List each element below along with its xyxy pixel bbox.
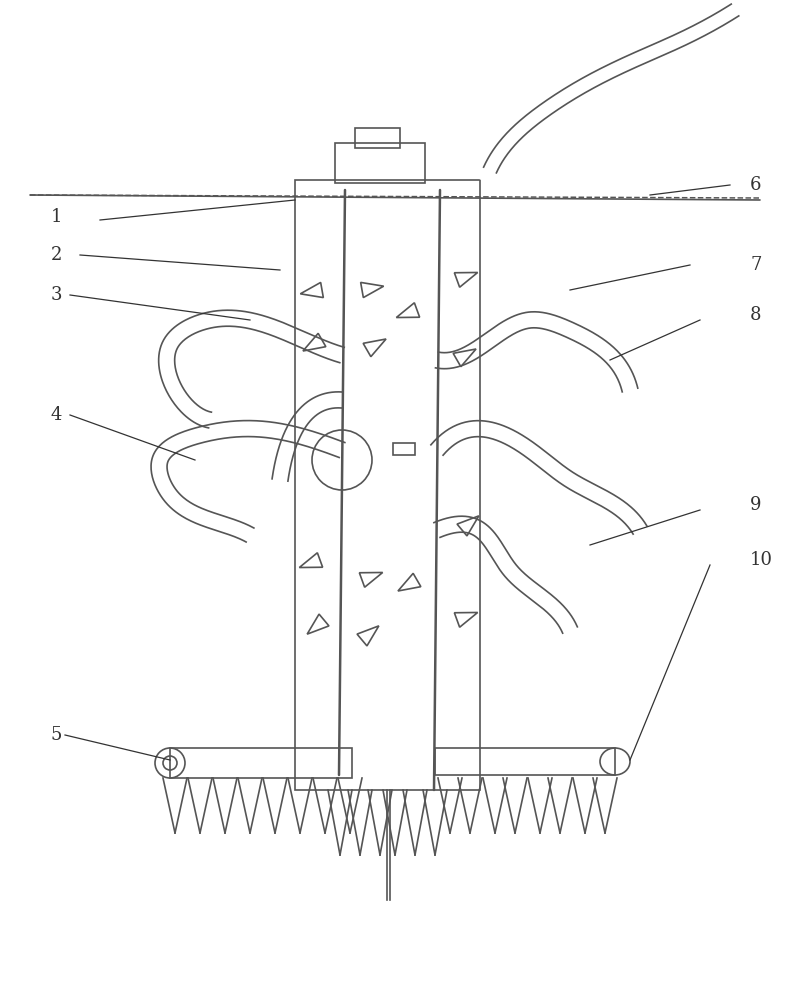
- Text: 1: 1: [50, 208, 62, 226]
- Text: 7: 7: [750, 256, 761, 274]
- Text: 6: 6: [750, 176, 761, 194]
- Text: 3: 3: [50, 286, 62, 304]
- Text: 8: 8: [750, 306, 761, 324]
- Bar: [393, 443, 415, 455]
- Text: 10: 10: [750, 551, 773, 569]
- Text: 4: 4: [51, 406, 62, 424]
- Text: 5: 5: [51, 726, 62, 744]
- Text: 2: 2: [51, 246, 62, 264]
- Bar: [435, 748, 615, 775]
- Bar: [295, 180, 480, 790]
- Bar: [170, 748, 352, 778]
- Bar: [335, 143, 425, 183]
- Bar: [355, 128, 400, 148]
- Text: 9: 9: [750, 496, 761, 514]
